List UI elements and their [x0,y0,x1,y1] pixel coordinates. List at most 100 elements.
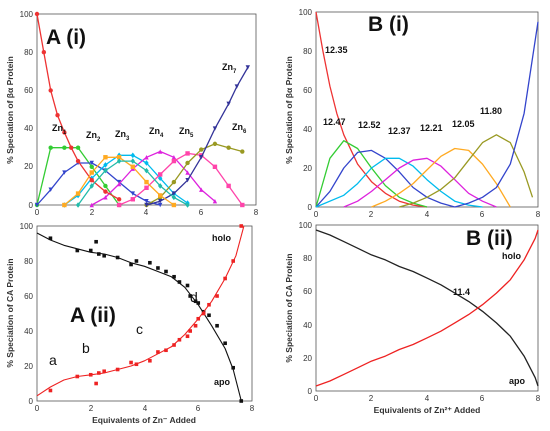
ytick-label: 0 [29,201,34,210]
letter-b: b [82,340,90,356]
ytick-label: 40 [24,327,33,336]
panel-a-i: 100 80 60 40 20 0 0 2 4 6 8 % Speciation… [5,10,259,217]
holo-point [196,316,201,321]
zn6-label: Zn6 [232,122,247,135]
zn4-point [89,202,94,208]
ytick-label: 20 [24,162,33,171]
holo-fit-line [36,225,245,397]
zn6-point [240,149,245,154]
zn7-point [185,177,190,183]
series-0-line [315,11,428,208]
series-9-point [89,183,94,189]
xtick-label: 6 [196,404,201,413]
apo-point [164,269,168,274]
apo-point [97,252,101,256]
zn7-label-base: Zn [222,62,233,72]
apo-point [223,341,227,346]
apo-point [239,399,244,403]
zn5-point [212,164,218,169]
annotation-12-35: 12.35 [325,45,348,55]
holo-point [134,362,139,367]
xtick-label: 2 [369,210,374,219]
zn4-point [116,181,122,187]
zn6-point [199,147,204,152]
zn3-label-base: Zn [115,129,126,139]
zn1-label-sub: 1 [63,130,67,136]
series-9-point [171,194,177,201]
zn3-point [103,162,108,168]
holo-point [48,388,53,393]
holo-point [164,348,168,353]
holo-point [207,302,211,307]
apo-point [55,113,60,118]
zn6-point [185,160,190,166]
zn5-point [130,197,136,202]
zn4-point [185,170,190,175]
zn5-point [116,202,122,208]
apo-point [48,88,53,93]
label-apo-a-ii: apo [214,377,231,387]
xtick-label: 6 [199,208,204,217]
annotation-12-37: 12.37 [388,126,411,136]
zn7-point [144,202,149,208]
apo-point [172,274,176,279]
letter-c: c [136,321,143,337]
series-9-point [103,167,108,174]
xtick-label: 0 [314,210,319,219]
xtick-label: 4 [425,394,430,403]
apo-point [156,266,160,270]
zn2-point [62,170,67,175]
zn4-point [157,149,163,154]
holo-point [172,343,176,347]
zn2-point [130,191,136,196]
series-9-point [75,202,81,208]
holo-point [215,294,219,298]
holo-point [231,259,235,263]
holo-point [156,350,160,354]
zn5-label: Zn5 [179,126,194,139]
zn1-point [89,164,94,169]
xtick-label: 8 [536,210,541,219]
series-9-point [157,183,163,189]
series-9-point [116,158,122,164]
zn1-point [103,183,108,189]
series-6-line [399,134,534,208]
letter-d: d [190,289,198,305]
xtick-label: 2 [89,404,94,413]
series-8-point [116,155,122,160]
zn1-point [62,145,67,150]
plot-area-a-ii [36,224,245,403]
plot-area-a-i [34,11,250,208]
zn7-label-sub: 7 [233,69,237,75]
apo-point [215,323,219,328]
zn2-line [36,162,161,206]
zn5-point [226,183,231,189]
xtick-label: 2 [369,394,374,403]
series-7-line [454,21,539,208]
apo-point [116,197,122,202]
zn7-point [212,126,218,131]
apo-point [193,299,198,304]
xtick-label: 8 [254,208,259,217]
holo-point [102,369,106,374]
panel-title-b-i: B (i) [368,13,409,36]
holo-point [148,358,152,363]
apo-point [188,294,192,298]
apo-point [41,50,47,55]
panel-title-a-ii: A (ii) [70,304,116,327]
apo-point [148,260,152,265]
zn4-label-sub: 4 [160,133,164,139]
zn3-point [144,160,149,166]
series-8-point [171,202,177,208]
apo-point [75,248,80,253]
zn4-point [171,155,177,160]
zn6-line [146,143,243,206]
zn7-point [245,65,250,70]
xtick-label: 6 [480,210,485,219]
zn2-point [34,202,40,208]
zn5-point [171,158,177,164]
zn7-label: Zn7 [222,62,237,75]
series-9-point [144,167,149,174]
zn2-label-sub: 2 [97,137,101,143]
y-axis-label-b-ii: % Speciation of CA Protein [284,253,294,362]
